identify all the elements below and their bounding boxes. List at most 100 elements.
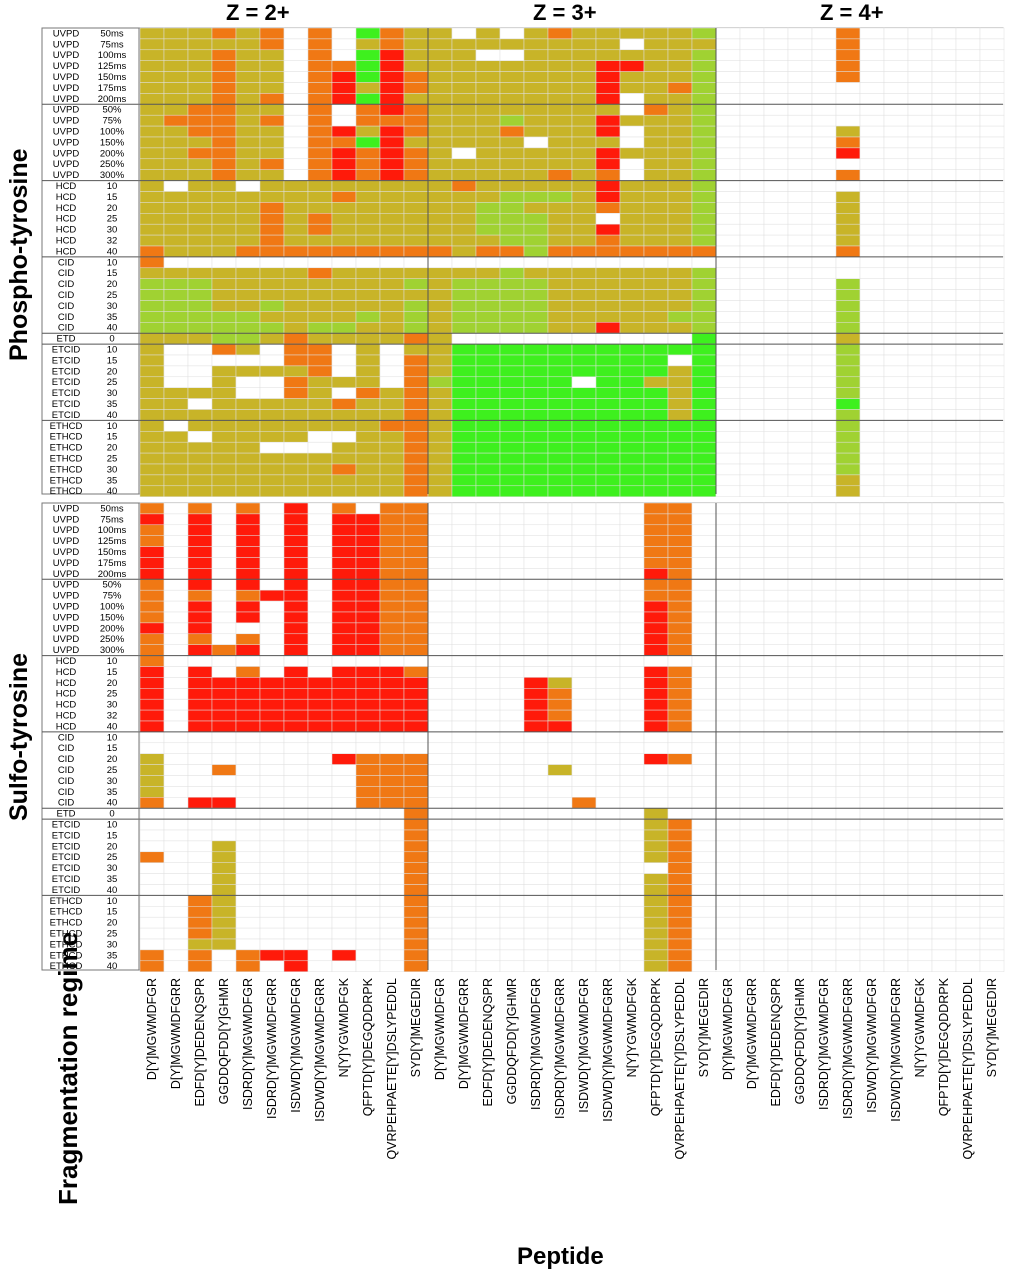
heatmap-cell <box>883 398 909 410</box>
heatmap-cell <box>379 398 405 410</box>
heatmap-cell <box>715 474 741 487</box>
heatmap-cell <box>355 104 381 116</box>
peptide-tick-label: D[Y]MGWMDFGR <box>433 978 447 1080</box>
heatmap-cell <box>571 114 597 127</box>
heatmap-cell <box>307 278 333 290</box>
heatmap-cell <box>787 535 813 547</box>
heatmap-cell <box>835 906 861 918</box>
heatmap-cell <box>163 927 189 940</box>
heatmap-cell <box>403 862 429 874</box>
row-method-label: ETCID <box>52 366 81 377</box>
heatmap-cell <box>763 906 789 918</box>
heatmap-cell <box>883 289 909 301</box>
row-level-label: 40 <box>107 323 118 334</box>
heatmap-cell <box>355 213 381 225</box>
heatmap-cell <box>715 420 741 432</box>
heatmap-cell <box>739 655 765 667</box>
heatmap-cell <box>499 949 525 962</box>
heatmap-cell <box>331 557 357 569</box>
heatmap-cell <box>235 960 261 972</box>
heatmap-cell <box>523 764 549 776</box>
heatmap-cell <box>427 38 453 51</box>
heatmap-cell <box>883 376 909 388</box>
heatmap-cell <box>811 731 837 744</box>
heatmap-cell <box>355 38 381 51</box>
heatmap-cell <box>355 677 381 689</box>
peptide-tick-label: QVRPEHPAETE[Y]DSLYPEDDL <box>385 978 399 1160</box>
heatmap-cell <box>211 557 237 569</box>
heatmap-cell <box>499 343 525 356</box>
heatmap-cell <box>763 267 789 279</box>
heatmap-cell <box>283 688 309 700</box>
heatmap-cell <box>547 709 573 722</box>
heatmap-cell <box>259 485 285 497</box>
heatmap-cell <box>691 82 717 94</box>
heatmap-cell <box>451 906 477 918</box>
heatmap-cell <box>307 169 333 181</box>
heatmap-cell <box>523 709 549 722</box>
heatmap-cell <box>211 873 237 885</box>
heatmap-cell <box>715 742 741 754</box>
heatmap-cell <box>835 180 861 192</box>
heatmap-cell <box>475 398 501 410</box>
heatmap-cell <box>787 38 813 51</box>
heatmap-cell <box>571 611 597 624</box>
heatmap-cell <box>931 223 957 236</box>
heatmap-cell <box>739 311 765 323</box>
heatmap-cell <box>955 906 981 918</box>
row-level-label: 50ms <box>100 28 123 39</box>
heatmap-cell <box>595 169 621 181</box>
heatmap-cell <box>643 818 669 831</box>
heatmap-cell <box>619 245 645 258</box>
heatmap-cell <box>547 611 573 624</box>
heatmap-cell <box>691 223 717 236</box>
heatmap-cell <box>187 873 213 885</box>
heatmap-cell <box>595 731 621 744</box>
heatmap-cell <box>547 60 573 72</box>
heatmap-cell <box>163 589 189 602</box>
heatmap-cell <box>691 441 717 454</box>
heatmap-cell <box>979 873 1005 885</box>
heatmap-cell <box>907 409 933 421</box>
heatmap-cell <box>931 234 957 247</box>
heatmap-cell <box>403 409 429 421</box>
heatmap-cell <box>787 644 813 656</box>
heatmap-cell <box>403 557 429 569</box>
heatmap-cell <box>451 354 477 367</box>
heatmap-cell <box>691 797 717 809</box>
heatmap-cell <box>739 49 765 61</box>
heatmap-cell <box>667 82 693 94</box>
heatmap-cell <box>643 688 669 700</box>
heatmap-cell <box>475 191 501 203</box>
heatmap-cell <box>811 807 837 820</box>
heatmap-cell <box>619 611 645 624</box>
heatmap-cell <box>163 213 189 225</box>
heatmap-cell <box>763 579 789 591</box>
heatmap-cell <box>139 775 165 787</box>
heatmap-cell <box>427 502 453 515</box>
heatmap-cell <box>139 485 165 497</box>
heatmap-cell <box>619 387 645 399</box>
heatmap-cell <box>811 82 837 94</box>
heatmap-cell <box>211 38 237 51</box>
heatmap-cell <box>547 960 573 972</box>
heatmap-cell <box>187 365 213 378</box>
heatmap-cell <box>715 223 741 236</box>
heatmap-cell <box>811 322 837 334</box>
heatmap-cell <box>859 753 885 765</box>
heatmap-cell <box>643 158 669 170</box>
heatmap-cell <box>739 666 765 678</box>
heatmap-cell <box>211 245 237 258</box>
heatmap-cell <box>979 49 1005 61</box>
heatmap-cell <box>715 873 741 885</box>
heatmap-cell <box>931 611 957 624</box>
heatmap-cell <box>523 136 549 149</box>
heatmap-cell <box>859 557 885 569</box>
heatmap-cell <box>355 452 381 465</box>
heatmap-cell <box>451 797 477 809</box>
heatmap-cell <box>259 234 285 247</box>
heatmap-cell <box>643 797 669 809</box>
heatmap-cell <box>667 169 693 181</box>
heatmap-cell <box>811 289 837 301</box>
heatmap-cell <box>187 786 213 798</box>
